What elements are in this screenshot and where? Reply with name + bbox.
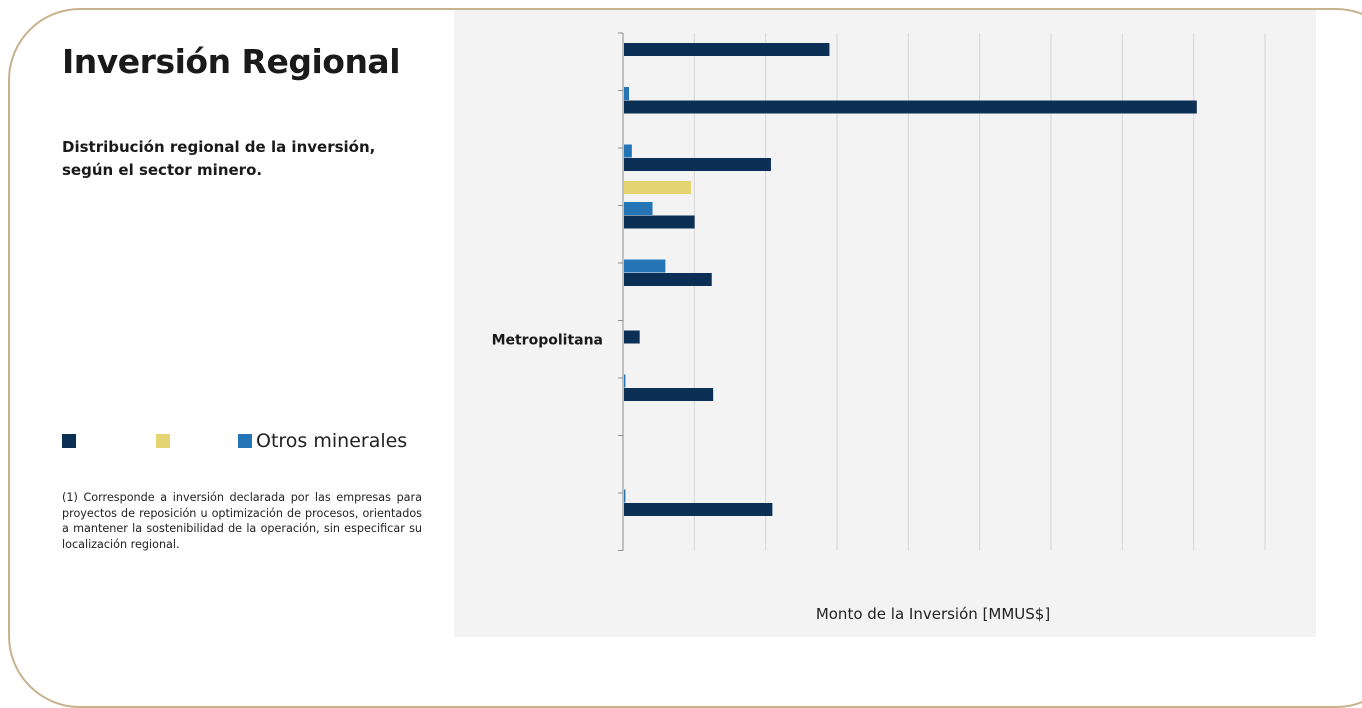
bar-1-2 — [624, 100, 1197, 114]
footnote: (1) Corresponde a inversión declarada po… — [62, 491, 422, 551]
bar-3-3 — [624, 202, 653, 215]
bar-1-5 — [624, 273, 712, 286]
bar-chart: Metropolitana Monto de la Inversión [MMU… — [492, 32, 1266, 623]
bar-1-9 — [624, 503, 773, 516]
legend-swatch-series-2 — [156, 434, 170, 448]
legend: Otros minerales — [62, 428, 442, 454]
legend-label-otros-minerales: Otros minerales — [256, 430, 408, 452]
category-labels: Metropolitana — [492, 333, 603, 349]
bar-3-1 — [624, 87, 629, 100]
page-subtitle: Distribución regional de la inversión, s… — [62, 138, 376, 179]
gridlines — [693, 33, 1266, 551]
bar-1-6 — [624, 330, 640, 344]
page-title: Inversión Regional — [62, 42, 401, 81]
legend-item-otros-minerales: Otros minerales — [238, 428, 407, 454]
bar-3-2 — [624, 144, 632, 158]
category-label: Metropolitana — [492, 333, 603, 349]
bar-1-7 — [624, 388, 714, 401]
bar-3-4 — [624, 259, 666, 273]
legend-item-series-1 — [62, 428, 80, 454]
bar-3-6 — [624, 374, 626, 388]
category-axis — [618, 32, 624, 551]
bar-1-4 — [624, 215, 695, 229]
plot-panel — [454, 10, 1316, 637]
x-axis-title: Monto de la Inversión [MMUS$] — [816, 605, 1050, 623]
bar-3-8 — [624, 489, 626, 503]
bar-1-3 — [624, 158, 771, 171]
bars — [624, 43, 1197, 516]
legend-swatch-otros-minerales — [238, 434, 252, 448]
bar-2-3 — [624, 181, 692, 194]
legend-swatch-series-1 — [62, 434, 76, 448]
bar-1-1 — [624, 43, 830, 56]
legend-item-series-2 — [156, 428, 174, 454]
